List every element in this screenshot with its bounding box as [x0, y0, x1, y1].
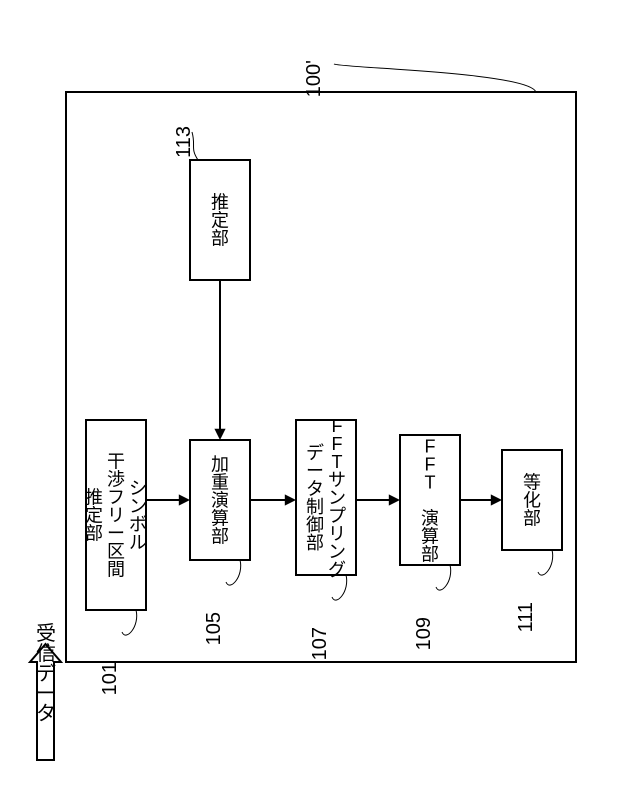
- block-107: [296, 420, 356, 575]
- ref-label-113: 113: [173, 126, 195, 158]
- ref-leader-109: [436, 565, 451, 590]
- ref-leader-111: [538, 550, 553, 575]
- block-label-109-line0: FFT 演算部: [421, 436, 439, 564]
- arrow-head: [389, 494, 400, 505]
- arrow-head: [179, 494, 190, 505]
- ref-label-101: 101: [99, 662, 121, 695]
- block-label-101-line0: シンボル: [129, 478, 147, 552]
- ref-leader-105: [226, 560, 241, 585]
- outer-ref-leader: [334, 64, 536, 92]
- block-label-111-line0: 等化部: [523, 472, 541, 528]
- outer-ref-label: 100': [303, 60, 325, 97]
- input-label: 受信データ: [36, 622, 56, 725]
- ref-label-105: 105: [203, 612, 225, 645]
- block-label-101-line2: 推定部: [85, 487, 103, 543]
- block-label-105-line0: 加重演算部: [211, 454, 229, 546]
- ref-label-111: 111: [515, 602, 537, 632]
- ref-leader-101: [122, 610, 137, 635]
- block-label-101-line1: 干渉フリー区間: [107, 451, 125, 579]
- ref-label-107: 107: [309, 627, 331, 660]
- arrow-head: [214, 429, 225, 440]
- ref-label-109: 109: [413, 617, 435, 650]
- block-label-107-line1: データ制御部: [306, 443, 324, 553]
- block-label-113-line0: 推定部: [211, 192, 229, 248]
- block-label-107-line0: FFTサンプリング: [328, 416, 346, 580]
- arrow-head: [491, 494, 502, 505]
- arrow-head: [285, 494, 296, 505]
- outer-container: [66, 92, 576, 662]
